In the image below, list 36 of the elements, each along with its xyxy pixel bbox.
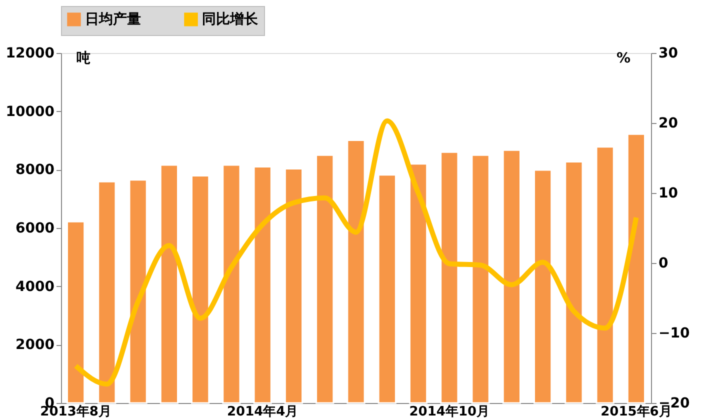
bar bbox=[191, 175, 210, 404]
bar bbox=[346, 139, 366, 404]
y2-tick-label: −10 bbox=[658, 326, 690, 342]
legend-label: 日均产量 bbox=[85, 10, 141, 28]
y2-axis-title: % bbox=[616, 50, 631, 66]
bar bbox=[160, 164, 179, 404]
bar bbox=[66, 220, 86, 404]
bar bbox=[564, 161, 584, 404]
bar bbox=[596, 146, 614, 404]
bar bbox=[471, 154, 490, 404]
y2-tick-label: 20 bbox=[658, 116, 678, 132]
bar bbox=[533, 169, 552, 404]
bar bbox=[626, 133, 646, 404]
y2-tick-label: 10 bbox=[658, 186, 678, 202]
x-tick-label: 2014年10月 bbox=[409, 404, 490, 419]
y-tick-label: 12000 bbox=[6, 46, 55, 62]
legend-label: 同比增长 bbox=[202, 11, 259, 28]
bar bbox=[502, 149, 521, 404]
bar bbox=[378, 174, 396, 404]
y-tick-label: 4000 bbox=[16, 278, 55, 295]
bar bbox=[440, 151, 459, 404]
y-tick-label: 10000 bbox=[6, 104, 55, 120]
y-tick-label: 8000 bbox=[16, 162, 55, 178]
y2-tick-label: 30 bbox=[658, 46, 678, 62]
y-tick-label: 2000 bbox=[16, 337, 55, 354]
x-tick-label: 2014年4月 bbox=[226, 404, 298, 419]
bar bbox=[284, 168, 304, 404]
bar bbox=[128, 179, 148, 404]
bar bbox=[316, 154, 334, 404]
bar bbox=[98, 180, 116, 404]
y-axis-title: 吨 bbox=[76, 50, 90, 66]
bar bbox=[253, 166, 272, 404]
y2-tick-label: 0 bbox=[658, 256, 668, 272]
y-tick-label: 6000 bbox=[16, 220, 55, 236]
bar bbox=[408, 163, 428, 404]
bar bbox=[222, 164, 241, 404]
